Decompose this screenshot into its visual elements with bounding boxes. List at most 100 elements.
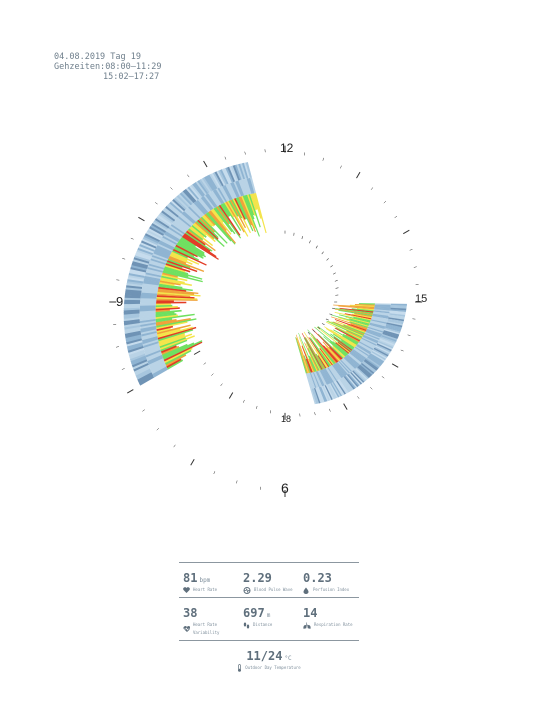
blue-band-segment <box>234 164 242 181</box>
heat-bar <box>245 194 255 216</box>
blue-band-segment <box>307 372 314 389</box>
spiral-tick <box>407 334 411 336</box>
blue-band-segment <box>325 384 335 400</box>
heat-bar <box>155 313 177 318</box>
blue-band-segment <box>373 347 389 357</box>
blue-band-segment <box>180 213 194 226</box>
blue-band-segment <box>145 351 162 360</box>
blue-band-segment <box>142 286 159 291</box>
spiral-tick <box>244 151 246 155</box>
temperature-value: 11/24 <box>246 649 283 663</box>
inner-tick <box>326 258 329 261</box>
blood-pulse-wave-label: Blood Pulse Wave <box>254 587 293 592</box>
heat-bar <box>326 321 362 340</box>
heat-bar <box>309 338 331 367</box>
blue-band-segment <box>370 320 387 326</box>
clock-label-6: 6 <box>281 480 289 496</box>
heat-bar <box>342 333 359 344</box>
hrv-value: 38 <box>183 606 198 620</box>
inner-tick <box>321 323 325 326</box>
blue-band-segment <box>135 368 151 378</box>
blue-band-segment <box>144 233 161 243</box>
blue-band-segment <box>342 357 356 370</box>
heat-bar <box>162 270 203 283</box>
blue-band-segment <box>189 185 201 200</box>
inner-tick <box>315 245 318 249</box>
walk-time-2: 15:02–17:27 <box>103 72 160 82</box>
respiration-rate-value: 14 <box>303 606 318 620</box>
heat-bar <box>338 317 369 328</box>
blue-band-segment <box>332 364 344 378</box>
blue-band-segment <box>141 335 158 343</box>
blue-band-segment <box>370 319 387 325</box>
blue-band-segment <box>126 284 143 289</box>
blue-band-segment <box>311 388 318 405</box>
blue-band-segment <box>124 324 141 330</box>
heat-bar <box>155 313 195 321</box>
heat-bar <box>349 304 375 308</box>
heat-bar <box>236 197 254 232</box>
blue-band-segment <box>131 357 147 366</box>
heat-bar <box>334 312 371 321</box>
blue-band-segment <box>236 164 244 180</box>
blue-band-segment <box>128 272 145 278</box>
blue-band-segment <box>162 235 178 245</box>
blue-band-segment <box>248 177 255 194</box>
heat-bar <box>156 295 195 299</box>
blue-band-segment <box>372 313 389 318</box>
blue-band-segment <box>128 274 145 280</box>
blue-band-segment <box>159 211 175 223</box>
blue-band-segment <box>143 342 160 350</box>
lungs-icon <box>303 622 311 629</box>
blue-band-segment <box>387 319 404 325</box>
spiral-tick <box>220 383 223 387</box>
blue-band-segment <box>150 362 166 373</box>
blue-band-segment <box>139 322 157 327</box>
blue-band-segment <box>172 221 188 233</box>
footsteps-icon <box>243 622 250 628</box>
heat-bar <box>163 267 203 280</box>
heat-bar <box>333 336 353 351</box>
spiral-tick <box>409 248 413 251</box>
session-header: 04.08.2019 Tag 19 Gehzeiten:08:00–11:29 … <box>54 52 161 82</box>
blue-band-segment <box>195 200 208 214</box>
blue-band-segment <box>133 364 150 374</box>
blue-band-segment <box>164 232 180 243</box>
heat-bar <box>156 325 174 332</box>
blue-band-segment <box>356 366 370 379</box>
heat-bar <box>181 235 219 260</box>
heat-bar <box>166 358 182 368</box>
blue-band-segment <box>323 368 333 384</box>
blue-band-segment <box>245 178 252 195</box>
heat-bar <box>225 201 245 233</box>
blue-band-segment <box>175 218 190 230</box>
blue-band-segment <box>364 359 379 370</box>
blue-band-segment <box>165 205 180 218</box>
blue-band-segment <box>166 204 181 217</box>
blue-band-segment <box>389 309 407 313</box>
blue-band-segment <box>143 279 160 284</box>
blue-band-segment <box>144 347 161 356</box>
blue-band-segment <box>367 356 382 367</box>
blue-band-segment <box>379 337 396 345</box>
blue-band-segment <box>130 264 148 271</box>
blue-band-segment <box>128 347 145 355</box>
spiral-tick <box>343 403 348 410</box>
blue-band-segment <box>129 353 146 362</box>
blue-band-segment <box>317 370 326 386</box>
heat-bar <box>162 272 178 278</box>
heat-bar <box>326 320 363 338</box>
blue-band-segment <box>202 195 214 210</box>
blue-band-segment <box>156 244 173 254</box>
spiral-tick <box>127 389 134 394</box>
blue-band-segment <box>364 332 380 341</box>
blue-band-segment <box>172 198 186 212</box>
blue-band-segment <box>154 249 170 258</box>
blue-band-segment <box>366 357 381 368</box>
heat-bar <box>156 324 191 335</box>
blue-band-segment <box>313 387 321 404</box>
spiral-tick <box>256 405 258 409</box>
blue-band-segment <box>156 216 171 228</box>
heat-bar <box>159 337 186 349</box>
spiral-tick <box>142 409 145 412</box>
